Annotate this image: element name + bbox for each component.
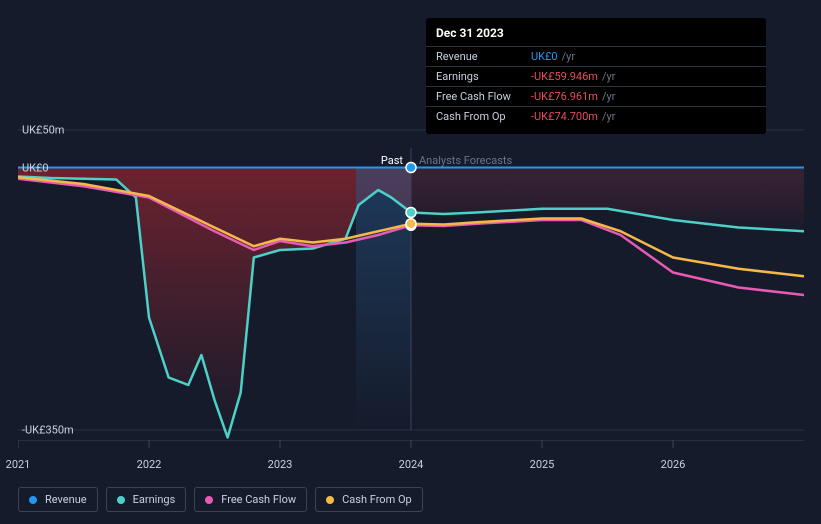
tooltip-row: RevenueUK£0/yr (426, 46, 766, 66)
x-axis-label: 2026 (661, 458, 686, 471)
tooltip-unit: /yr (602, 90, 615, 103)
tooltip-value: -UK£76.961m (531, 90, 598, 103)
section-label-forecast: Analysts Forecasts (419, 154, 512, 167)
legend-item-earnings[interactable]: Earnings (106, 487, 187, 512)
tooltip-row: Free Cash Flow-UK£76.961m/yr (426, 86, 766, 106)
legend-label: Revenue (45, 493, 87, 506)
legend-item-revenue[interactable]: Revenue (18, 487, 98, 512)
chart-container: UK£50m UK£0 -UK£350m Past Analysts Forecas… (18, 0, 804, 524)
legend-item-cash-from-op[interactable]: Cash From Op (315, 487, 423, 512)
tooltip-unit: /yr (562, 50, 575, 63)
y-axis-label: -UK£350m (22, 424, 74, 437)
tooltip-value: UK£0 (531, 50, 558, 63)
tooltip-value: -UK£59.946m (531, 70, 598, 83)
x-axis-label: 2023 (268, 458, 293, 471)
legend-dot (326, 496, 334, 504)
tooltip-label: Revenue (436, 50, 531, 63)
legend-label: Earnings (133, 493, 176, 506)
tooltip-unit: /yr (602, 70, 615, 83)
legend-label: Free Cash Flow (221, 493, 296, 506)
x-axis-label: 2024 (399, 458, 424, 471)
y-axis-label: UK£50m (22, 124, 64, 137)
legend-dot (117, 496, 125, 504)
tooltip-label: Cash From Op (436, 110, 531, 123)
tooltip-value: -UK£74.700m (531, 110, 598, 123)
x-axis-label: 2022 (137, 458, 162, 471)
x-axis-label: 2021 (6, 458, 31, 471)
tooltip-row: Earnings-UK£59.946m/yr (426, 66, 766, 86)
tooltip-title: Dec 31 2023 (426, 26, 766, 46)
legend-dot (29, 496, 37, 504)
tooltip-label: Earnings (436, 70, 531, 83)
tooltip-label: Free Cash Flow (436, 90, 531, 103)
legend: Revenue Earnings Free Cash Flow Cash From O… (18, 487, 423, 512)
x-axis: 202120222023202420252026 (18, 440, 804, 465)
x-axis-ticks (18, 440, 804, 456)
tooltip-unit: /yr (602, 110, 615, 123)
tooltip: Dec 31 2023 RevenueUK£0/yrEarnings-UK£59… (426, 18, 766, 134)
section-label-past: Past (381, 154, 403, 167)
x-axis-label: 2025 (530, 458, 555, 471)
legend-item-free-cash-flow[interactable]: Free Cash Flow (194, 487, 307, 512)
legend-label: Cash From Op (342, 493, 412, 506)
tooltip-row: Cash From Op-UK£74.700m/yr (426, 106, 766, 126)
y-axis-label: UK£0 (22, 161, 49, 174)
legend-dot (205, 496, 213, 504)
